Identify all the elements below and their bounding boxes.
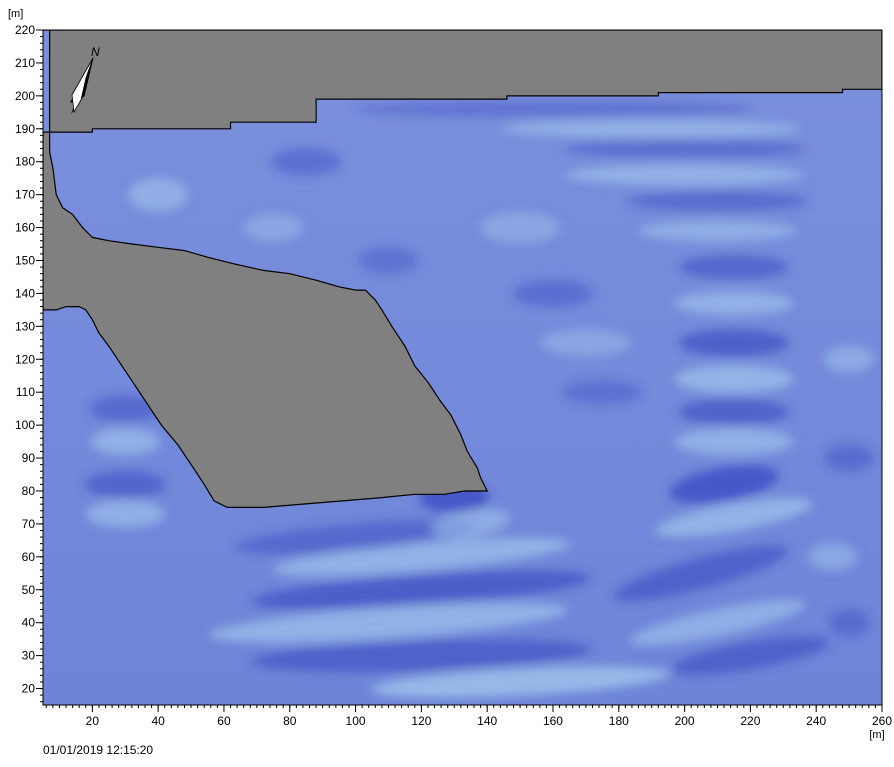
- x-tick-label: 80: [283, 714, 297, 728]
- land-polygon-north-shore: [43, 30, 882, 133]
- y-tick-label: 120: [15, 352, 35, 366]
- y-tick-label: 220: [15, 23, 35, 37]
- wave-bands: [85, 100, 875, 698]
- x-tick-label: 40: [151, 714, 165, 728]
- y-tick-label: 190: [15, 122, 35, 136]
- x-tick-label: 180: [609, 714, 629, 728]
- y-tick-label: 30: [22, 649, 36, 663]
- y-tick-label: 180: [15, 155, 35, 169]
- y-tick-label: 60: [22, 550, 36, 564]
- timestamp: 01/01/2019 12:15:20: [43, 743, 154, 757]
- x-tick-label: 20: [86, 714, 100, 728]
- y-tick-label: 70: [22, 517, 36, 531]
- x-tick-label: 120: [411, 714, 431, 728]
- x-tick-label: 220: [740, 714, 760, 728]
- axes: 20 40 60 80 100 120 140 160 180 200 220 240 260 20 30 4…: [8, 8, 892, 741]
- x-tick-label: 140: [477, 714, 497, 728]
- y-tick-label: 90: [22, 451, 36, 465]
- y-tick-label: 80: [22, 484, 36, 498]
- plot-frame: [42, 29, 883, 706]
- y-axis-unit: [m]: [8, 8, 23, 20]
- y-tick-label: 40: [22, 616, 36, 630]
- y-tick-label: 170: [15, 188, 35, 202]
- land-polygon-west-shore-and-breakwater: [43, 131, 489, 508]
- x-axis-unit: [m]: [869, 729, 884, 741]
- x-tick-label: 160: [543, 714, 563, 728]
- y-tick-label: 50: [22, 583, 36, 597]
- x-tick-label: 100: [346, 714, 366, 728]
- y-tick-label: 200: [15, 89, 35, 103]
- x-tick-label: 60: [217, 714, 231, 728]
- y-tick-label: 100: [15, 418, 35, 432]
- y-tick-label: 150: [15, 253, 35, 267]
- y-tick-label: 140: [15, 286, 35, 300]
- x-tick-label: 240: [806, 714, 826, 728]
- plot-area: [43, 30, 882, 705]
- north-arrow-icon: N: [69, 45, 100, 114]
- y-tick-label: 160: [15, 221, 35, 235]
- y-tick-label: 110: [16, 385, 35, 399]
- y-tick-label: 130: [15, 319, 35, 333]
- x-tick-label: 200: [675, 714, 695, 728]
- y-tick-label: 20: [22, 682, 36, 696]
- x-tick-label: 260: [872, 714, 892, 728]
- y-tick-label: 210: [15, 56, 35, 70]
- north-arrow-label: N: [91, 45, 100, 59]
- land-areas: [43, 30, 882, 508]
